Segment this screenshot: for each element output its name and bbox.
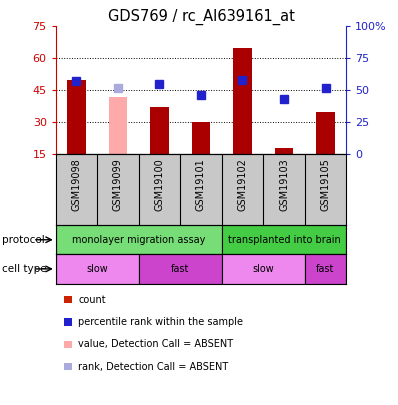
Bar bbox=[56, 225, 222, 254]
Bar bbox=[67, 80, 86, 154]
Bar bbox=[275, 148, 293, 154]
Text: transplanted into brain: transplanted into brain bbox=[228, 235, 340, 245]
Text: GSM19103: GSM19103 bbox=[279, 158, 289, 211]
Bar bbox=[192, 122, 210, 154]
Bar bbox=[222, 254, 305, 284]
Text: protocol: protocol bbox=[2, 235, 45, 245]
Bar bbox=[56, 254, 139, 284]
Text: GSM19099: GSM19099 bbox=[113, 158, 123, 211]
Bar bbox=[150, 107, 169, 154]
Text: GSM19105: GSM19105 bbox=[320, 158, 330, 211]
Text: percentile rank within the sample: percentile rank within the sample bbox=[78, 317, 244, 327]
Text: monolayer migration assay: monolayer migration assay bbox=[72, 235, 205, 245]
Text: GSM19101: GSM19101 bbox=[196, 158, 206, 211]
Text: GSM19102: GSM19102 bbox=[238, 158, 248, 211]
Text: slow: slow bbox=[252, 264, 274, 274]
Text: GSM19098: GSM19098 bbox=[72, 158, 82, 211]
Bar bbox=[139, 254, 222, 284]
Text: count: count bbox=[78, 295, 106, 305]
Text: cell type: cell type bbox=[2, 264, 47, 274]
Bar bbox=[233, 48, 252, 154]
Text: fast: fast bbox=[316, 264, 335, 274]
Bar bbox=[222, 225, 346, 254]
Text: fast: fast bbox=[171, 264, 189, 274]
Text: slow: slow bbox=[86, 264, 108, 274]
Bar bbox=[316, 112, 335, 154]
Bar bbox=[109, 97, 127, 154]
Text: value, Detection Call = ABSENT: value, Detection Call = ABSENT bbox=[78, 339, 234, 349]
Text: rank, Detection Call = ABSENT: rank, Detection Call = ABSENT bbox=[78, 362, 229, 371]
Text: GSM19100: GSM19100 bbox=[154, 158, 164, 211]
Bar bbox=[305, 254, 346, 284]
Title: GDS769 / rc_AI639161_at: GDS769 / rc_AI639161_at bbox=[107, 9, 295, 25]
